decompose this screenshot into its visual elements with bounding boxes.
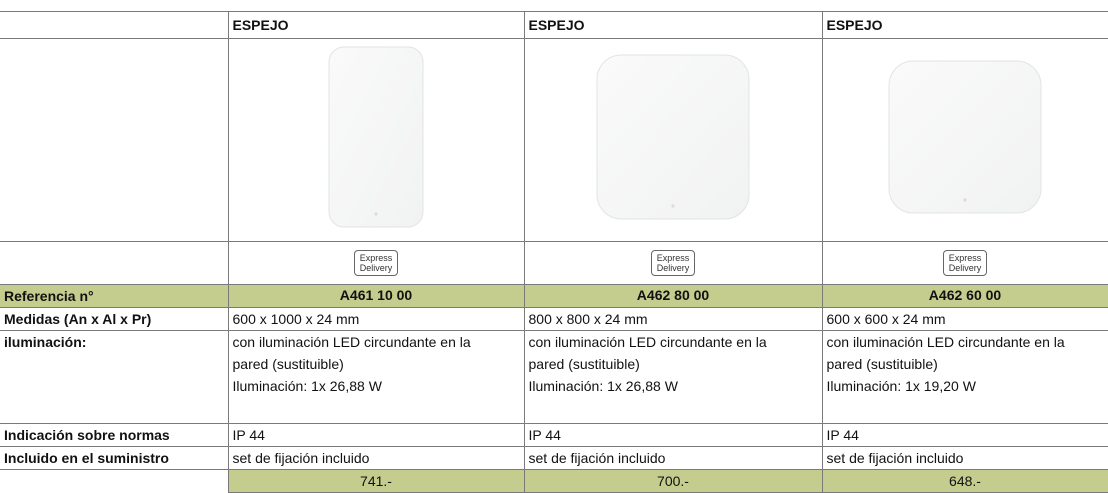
price-cell: 741.- (227, 469, 525, 493)
mirror-image (328, 46, 424, 228)
badge-text: Delivery (359, 262, 393, 273)
badge-text: Delivery (948, 262, 982, 273)
row-label: Medidas (An x Al x Pr) (0, 307, 229, 331)
included-cell: set de fijación incluido (227, 446, 525, 470)
express-delivery-badge: Express Delivery (650, 249, 696, 276)
dimensions-cell: 600 x 600 x 24 mm (821, 307, 1108, 331)
lighting-line: pared (sustituible) (232, 356, 344, 372)
lighting-line: Iluminación: 1x 26,88 W (232, 378, 382, 394)
table-row (0, 38, 1108, 242)
table-row: iluminación: con iluminación LED circunda… (0, 330, 1108, 424)
lighting-line: Iluminación: 1x 19,20 W (826, 378, 976, 394)
standards-cell: IP 44 (821, 423, 1108, 447)
column-header: ESPEJO (821, 11, 1108, 39)
row-label: Indicación sobre normas (0, 423, 229, 447)
lighting-line: con iluminación LED circundante en la (528, 334, 767, 350)
reference-cell: A462 80 00 (523, 284, 823, 308)
label-cell (0, 241, 229, 285)
price-cell: 700.- (523, 469, 823, 493)
badge-cell: Express Delivery (821, 241, 1108, 285)
lighting-line: con iluminación LED circundante en la (232, 334, 471, 350)
included-cell: set de fijación incluido (523, 446, 823, 470)
table-row: Incluido en el suministro set de fijación… (0, 446, 1108, 470)
table-row: ESPEJO ESPEJO ESPEJO (0, 11, 1108, 39)
row-label: Incluido en el suministro (0, 446, 229, 470)
lighting-cell: con iluminación LED circundante en la par… (821, 330, 1108, 424)
lighting-line: Iluminación: 1x 26,88 W (528, 378, 678, 394)
label-cell (0, 11, 229, 39)
dimensions-cell: 600 x 1000 x 24 mm (227, 307, 525, 331)
lighting-line: pared (sustituible) (528, 356, 640, 372)
badge-text: Express (359, 252, 393, 263)
comparison-table: ESPEJO ESPEJO ESPEJO Express Delivery Expres… (0, 11, 1108, 493)
mirror-image (596, 54, 750, 220)
reference-cell: A461 10 00 (227, 284, 525, 308)
express-delivery-badge: Express Delivery (942, 249, 988, 276)
table-row: Medidas (An x Al x Pr) 600 x 1000 x 24 mm… (0, 307, 1108, 331)
badge-text: Express (948, 252, 982, 263)
column-header: ESPEJO (523, 11, 823, 39)
lighting-line: con iluminación LED circundante en la (826, 334, 1065, 350)
table-row: Express Delivery Express Delivery Express Del… (0, 241, 1108, 285)
product-image-cell (821, 38, 1108, 242)
table-row: 741.- 700.- 648.- (0, 469, 1108, 493)
column-header: ESPEJO (227, 11, 525, 39)
product-image-cell (227, 38, 525, 242)
label-cell (0, 469, 229, 493)
lighting-line: pared (sustituible) (826, 356, 938, 372)
badge-cell: Express Delivery (227, 241, 525, 285)
badge-text: Delivery (656, 262, 690, 273)
row-label: iluminación: (0, 330, 229, 424)
badge-cell: Express Delivery (523, 241, 823, 285)
mirror-image (888, 60, 1042, 214)
standards-cell: IP 44 (523, 423, 823, 447)
included-cell: set de fijación incluido (821, 446, 1108, 470)
dimensions-cell: 800 x 800 x 24 mm (523, 307, 823, 331)
row-label: Referencia n° (0, 284, 229, 308)
standards-cell: IP 44 (227, 423, 525, 447)
product-image-cell (523, 38, 823, 242)
table-row: Indicación sobre normas IP 44 IP 44 IP 44 (0, 423, 1108, 447)
table-row: Referencia n° A461 10 00 A462 80 00 A462 60… (0, 284, 1108, 308)
price-cell: 648.- (821, 469, 1108, 493)
reference-cell: A462 60 00 (821, 284, 1108, 308)
label-cell (0, 38, 229, 242)
express-delivery-badge: Express Delivery (353, 249, 399, 276)
lighting-cell: con iluminación LED circundante en la par… (523, 330, 823, 424)
badge-text: Express (656, 252, 690, 263)
lighting-cell: con iluminación LED circundante en la par… (227, 330, 525, 424)
